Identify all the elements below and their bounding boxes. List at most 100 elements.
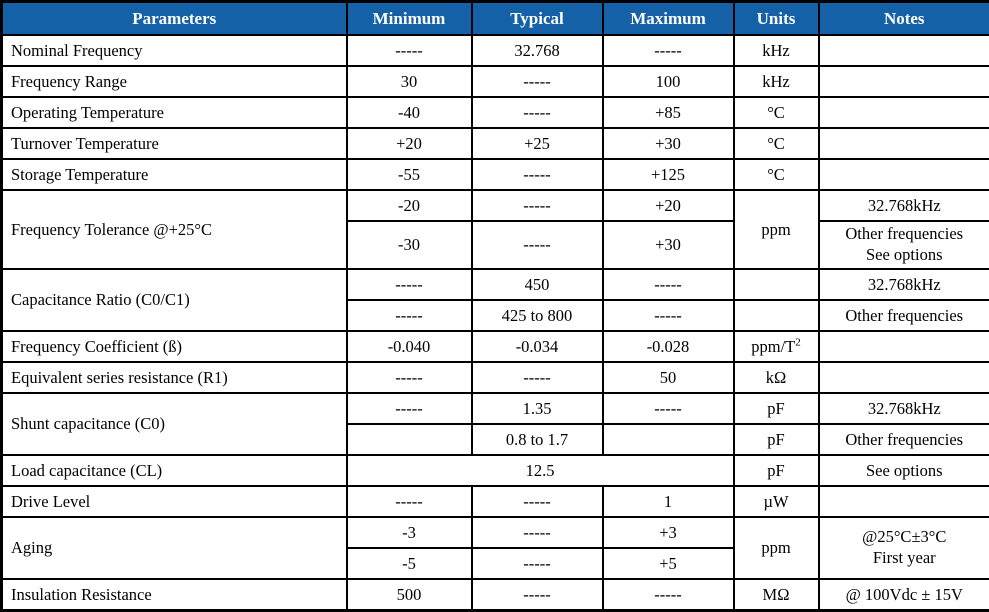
units-cell <box>734 300 819 331</box>
row-load-capacitance: Load capacitance (CL) 12.5 pF See option… <box>2 455 989 486</box>
units-cell: °C <box>734 128 819 159</box>
typ-cell: ----- <box>472 66 603 97</box>
typ-cell: 32.768 <box>472 35 603 66</box>
row-storage-temperature: Storage Temperature -55 ----- +125 °C <box>2 159 989 190</box>
units-cell: kΩ <box>734 362 819 393</box>
typ-cell: 450 <box>472 269 603 300</box>
min-cell: ----- <box>347 300 472 331</box>
row-drive-level: Drive Level ----- ----- 1 µW <box>2 486 989 517</box>
header-cell-notes: Notes <box>819 2 989 36</box>
min-cell: -20 <box>347 190 472 221</box>
typ-cell: ----- <box>472 362 603 393</box>
typ-cell: +25 <box>472 128 603 159</box>
notes-cell <box>819 97 989 128</box>
param-cell: Aging <box>2 517 347 579</box>
notes-cell: 32.768kHz <box>819 269 989 300</box>
param-cell: Frequency Tolerance @+25°C <box>2 190 347 269</box>
header-cell-minimum: Minimum <box>347 2 472 36</box>
notes-cell <box>819 128 989 159</box>
units-cell: MΩ <box>734 579 819 611</box>
max-cell: ----- <box>603 269 734 300</box>
units-cell: µW <box>734 486 819 517</box>
max-cell: ----- <box>603 393 734 424</box>
row-frequency-tolerance-a: Frequency Tolerance @+25°C -20 ----- +20… <box>2 190 989 221</box>
param-cell: Nominal Frequency <box>2 35 347 66</box>
notes-cell <box>819 159 989 190</box>
row-frequency-range: Frequency Range 30 ----- 100 kHz <box>2 66 989 97</box>
typ-cell: 0.8 to 1.7 <box>472 424 603 455</box>
min-cell <box>347 424 472 455</box>
notes-cell: 32.768kHz <box>819 190 989 221</box>
units-cell: pF <box>734 455 819 486</box>
notes-cell <box>819 362 989 393</box>
min-cell: -3 <box>347 517 472 548</box>
param-cell: Frequency Coefficient (ß) <box>2 331 347 362</box>
row-turnover-temperature: Turnover Temperature +20 +25 +30 °C <box>2 128 989 159</box>
typ-cell: ----- <box>472 97 603 128</box>
header-cell-maximum: Maximum <box>603 2 734 36</box>
param-cell: Equivalent series resistance (R1) <box>2 362 347 393</box>
param-cell: Load capacitance (CL) <box>2 455 347 486</box>
header-cell-typical: Typical <box>472 2 603 36</box>
row-aging-a: Aging -3 ----- +3 ppm @25°C±3°C First ye… <box>2 517 989 548</box>
param-cell: Shunt capacitance (C0) <box>2 393 347 455</box>
max-cell: 1 <box>603 486 734 517</box>
units-cell: kHz <box>734 35 819 66</box>
max-cell: ----- <box>603 579 734 611</box>
typ-cell: 425 to 800 <box>472 300 603 331</box>
notes-cell: Other frequencies See options <box>819 221 989 269</box>
units-cell: °C <box>734 97 819 128</box>
min-cell: +20 <box>347 128 472 159</box>
max-cell: 50 <box>603 362 734 393</box>
max-cell: +20 <box>603 190 734 221</box>
min-cell: -5 <box>347 548 472 579</box>
max-cell: +5 <box>603 548 734 579</box>
header-cell-units: Units <box>734 2 819 36</box>
min-cell: -30 <box>347 221 472 269</box>
min-cell: 500 <box>347 579 472 611</box>
value-cell: 12.5 <box>347 455 734 486</box>
min-cell: ----- <box>347 486 472 517</box>
row-equivalent-series-resistance: Equivalent series resistance (R1) ----- … <box>2 362 989 393</box>
units-cell: ppm/T2 <box>734 331 819 362</box>
notes-cell: @ 100Vdc ± 15V <box>819 579 989 611</box>
typ-cell: ----- <box>472 486 603 517</box>
max-cell: +30 <box>603 128 734 159</box>
typ-cell: ----- <box>472 221 603 269</box>
notes-cell: Other frequencies <box>819 300 989 331</box>
units-cell: pF <box>734 424 819 455</box>
typ-cell: ----- <box>472 517 603 548</box>
max-cell: -0.028 <box>603 331 734 362</box>
header-cell-parameters: Parameters <box>2 2 347 36</box>
max-cell: 100 <box>603 66 734 97</box>
notes-cell <box>819 486 989 517</box>
max-cell: +30 <box>603 221 734 269</box>
header-row: Parameters Minimum Typical Maximum Units… <box>2 2 989 36</box>
param-cell: Insulation Resistance <box>2 579 347 611</box>
row-shunt-capacitance-a: Shunt capacitance (C0) ----- 1.35 ----- … <box>2 393 989 424</box>
max-cell: ----- <box>603 35 734 66</box>
param-cell: Turnover Temperature <box>2 128 347 159</box>
param-cell: Storage Temperature <box>2 159 347 190</box>
notes-cell: @25°C±3°C First year <box>819 517 989 579</box>
units-base: ppm/T <box>751 337 795 356</box>
row-nominal-frequency: Nominal Frequency ----- 32.768 ----- kHz <box>2 35 989 66</box>
min-cell: ----- <box>347 269 472 300</box>
typ-cell: 1.35 <box>472 393 603 424</box>
typ-cell: ----- <box>472 190 603 221</box>
units-cell: ppm <box>734 517 819 579</box>
max-cell: +3 <box>603 517 734 548</box>
min-cell: ----- <box>347 362 472 393</box>
typ-cell: -0.034 <box>472 331 603 362</box>
notes-cell: 32.768kHz <box>819 393 989 424</box>
min-cell: 30 <box>347 66 472 97</box>
max-cell: ----- <box>603 300 734 331</box>
row-capacitance-ratio-a: Capacitance Ratio (C0/C1) ----- 450 ----… <box>2 269 989 300</box>
units-cell: pF <box>734 393 819 424</box>
max-cell: +125 <box>603 159 734 190</box>
units-superscript: 2 <box>795 336 801 348</box>
typ-cell: ----- <box>472 548 603 579</box>
min-cell: -40 <box>347 97 472 128</box>
notes-cell <box>819 66 989 97</box>
